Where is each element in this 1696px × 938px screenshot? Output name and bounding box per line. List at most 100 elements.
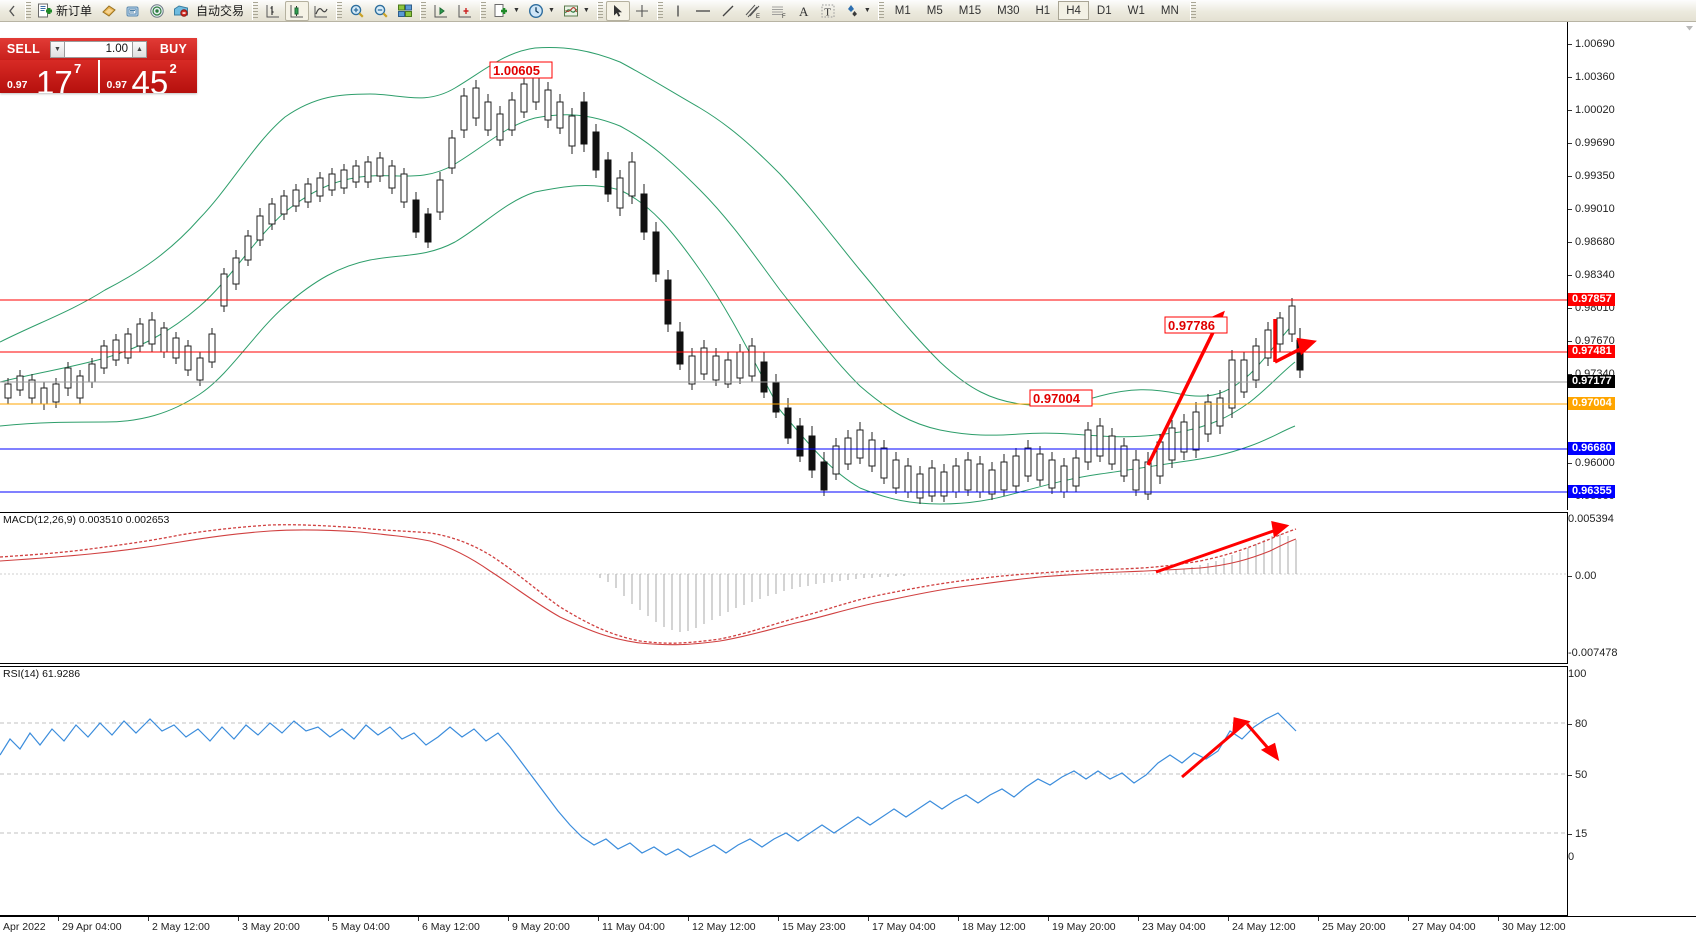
rsi-tick-100: 100: [1568, 668, 1587, 680]
candlestick-chart-button[interactable]: [285, 0, 310, 21]
timeframe-mn[interactable]: MN: [1160, 5, 1179, 17]
volume-decrease-button[interactable]: ▼: [50, 40, 65, 58]
high-price-callout-label: 1.00605: [493, 63, 540, 78]
equidistant-channel-icon: E: [744, 3, 762, 19]
expert-advisor-button[interactable]: [169, 1, 193, 21]
equidistant-channel-button[interactable]: E: [740, 1, 766, 21]
auto-scroll-button[interactable]: [453, 1, 477, 21]
price-tag-pivot[interactable]: 0.97004: [1568, 397, 1615, 410]
buy-price-display[interactable]: 0.97 45 2: [97, 60, 197, 93]
fibonacci-button[interactable]: F: [766, 1, 792, 21]
volume-control[interactable]: ▼ 1.00 ▲: [47, 38, 150, 60]
timeframe-d1[interactable]: D1: [1096, 5, 1112, 17]
rsi-pane[interactable]: RSI(14) 61.9286: [0, 666, 1567, 916]
autotrading-button[interactable]: 自动交易: [193, 1, 249, 21]
indicators-button[interactable]: ▼: [489, 1, 524, 21]
chevron-down-icon[interactable]: ▼: [513, 7, 520, 14]
timeframe-m1[interactable]: M1: [894, 5, 911, 17]
templates-icon: [563, 3, 579, 19]
text-button[interactable]: A: [792, 1, 816, 21]
rsi-forecast-arrow-down: [1245, 723, 1280, 762]
bar-chart-button[interactable]: [261, 1, 285, 21]
time-tick-5: 6 May 12:00: [422, 921, 480, 933]
timeframe-w1[interactable]: W1: [1127, 5, 1145, 17]
toolbar-separator: [25, 1, 31, 20]
macd-pane[interactable]: MACD(12,26,9) 0.003510 0.002653: [0, 512, 1567, 664]
zoom-in-button[interactable]: [345, 1, 369, 21]
price-tick-3: 0.99690: [1568, 137, 1615, 149]
resistance-callout-label: 0.97786: [1168, 318, 1215, 333]
toolbar-left-arrow-icon[interactable]: [2, 1, 22, 21]
timeframe-m15[interactable]: M15: [958, 5, 982, 17]
price-axis[interactable]: 1.00690 1.00360 1.00020 0.99690 0.99350 …: [1567, 22, 1696, 510]
new-order-button[interactable]: 新订单: [34, 1, 97, 21]
price-tag-current[interactable]: 0.97177: [1568, 375, 1615, 388]
candlestick-chart-icon: [289, 3, 305, 19]
templates-button[interactable]: ▼: [559, 1, 594, 21]
chart-collapse-icon[interactable]: [1685, 24, 1694, 33]
buy-price-point: 2: [169, 61, 177, 76]
rsi-canvas: [0, 712, 1567, 858]
time-tick-0: Apr 2022: [3, 921, 46, 933]
rsi-line: [0, 712, 1297, 858]
bollinger-middle-band: [0, 114, 1296, 438]
price-tag-ask[interactable]: 0.97857: [1568, 293, 1615, 306]
time-tick-14: 24 May 12:00: [1232, 921, 1296, 933]
crosshair-button[interactable]: [630, 1, 654, 21]
horizontal-line-button[interactable]: [690, 1, 716, 21]
template-button[interactable]: [97, 1, 121, 21]
price-tag-support-2[interactable]: 0.96355: [1568, 485, 1615, 498]
pivot-callout-label: 0.97004: [1033, 391, 1080, 406]
sell-price-display[interactable]: 0.97 17 7: [0, 60, 98, 93]
zoom-out-button[interactable]: [369, 1, 393, 21]
clock-icon: [528, 3, 544, 19]
cursor-button[interactable]: [605, 0, 630, 21]
chart-shift-button[interactable]: [429, 1, 453, 21]
tile-windows-button[interactable]: [393, 1, 417, 21]
trade-panel-top-row: SELL ▼ 1.00 ▲ BUY: [0, 38, 197, 60]
timeframe-h4[interactable]: H4: [1058, 1, 1089, 20]
price-tag-bid[interactable]: 0.97481: [1568, 345, 1615, 358]
time-tick-7: 11 May 04:00: [602, 921, 665, 933]
network-button[interactable]: [145, 1, 169, 21]
price-tick-6: 0.98680: [1568, 236, 1615, 248]
print-preview-button[interactable]: [121, 1, 145, 21]
volume-input[interactable]: 1.00: [65, 40, 132, 58]
time-tick-16: 27 May 04:00: [1412, 921, 1476, 933]
text-label-button[interactable]: T: [816, 1, 840, 21]
vertical-line-button[interactable]: [666, 1, 690, 21]
chevron-down-icon-2[interactable]: ▼: [547, 7, 555, 14]
period-button[interactable]: ▼: [524, 1, 559, 21]
sell-button[interactable]: SELL: [0, 38, 47, 60]
toolbar-separator-7: [656, 1, 663, 20]
timeframe-m5[interactable]: M5: [926, 5, 943, 17]
zoom-out-icon: [373, 3, 389, 19]
rsi-axis[interactable]: 100 80 50 15 0: [1567, 666, 1696, 916]
timeframe-m30[interactable]: M30: [997, 5, 1020, 17]
autotrading-label: 自动交易: [196, 4, 245, 18]
buy-button[interactable]: BUY: [150, 38, 197, 60]
chevron-down-icon-3[interactable]: ▼: [582, 7, 590, 14]
one-click-trading-panel[interactable]: SELL ▼ 1.00 ▲ BUY 0.97 17 7 0.97 45 2: [0, 38, 197, 93]
macd-axis[interactable]: 0.005394 0.00 -0.007478: [1567, 512, 1696, 664]
line-chart-button[interactable]: [309, 1, 333, 21]
price-tag-support-1[interactable]: 0.96680: [1568, 442, 1615, 455]
chevron-down-icon-4[interactable]: ▼: [863, 7, 871, 14]
zoom-in-icon: [349, 3, 365, 19]
svg-text:T: T: [824, 6, 831, 18]
time-axis[interactable]: Apr 2022 29 Apr 04:00 2 May 12:00 3 May …: [0, 916, 1696, 938]
toolbar-separator-5: [480, 1, 487, 20]
print-preview-icon: [125, 3, 141, 19]
timeframe-h1[interactable]: H1: [1035, 5, 1051, 17]
rsi-tick-0: 0: [1568, 851, 1575, 863]
svg-text:F: F: [782, 14, 786, 19]
price-chart-canvas: [0, 47, 1567, 505]
toolbar-separator-9: [1189, 1, 1196, 20]
tile-windows-icon: [397, 3, 413, 19]
shapes-button[interactable]: ▼: [840, 1, 875, 21]
forecast-arrow-down: [1273, 319, 1317, 364]
volume-increase-button[interactable]: ▲: [132, 40, 147, 58]
price-chart-pane[interactable]: 1.00605 0.97786 0.97004: [0, 22, 1567, 510]
macd-tick-zero: 0.00: [1568, 570, 1596, 582]
trendline-button[interactable]: [716, 1, 740, 21]
